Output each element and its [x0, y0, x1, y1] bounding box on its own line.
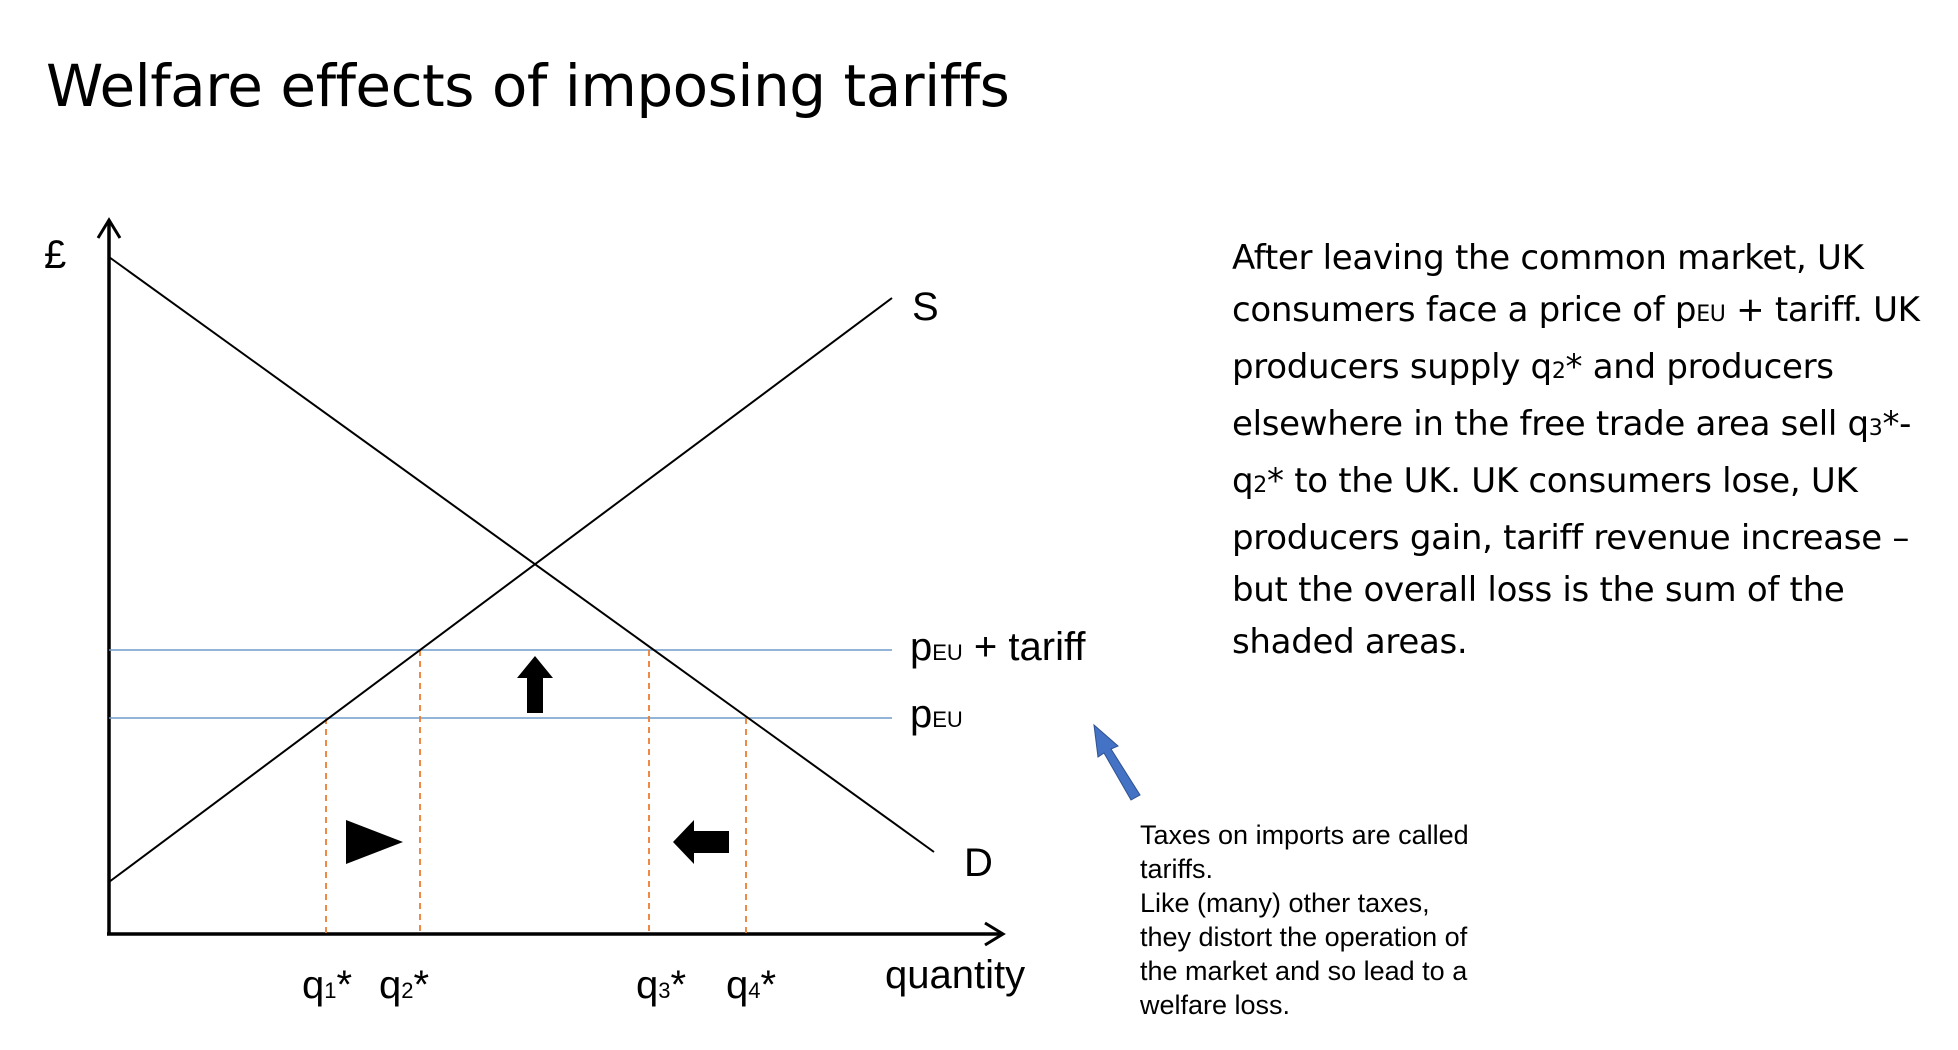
right-arrow-shaft	[346, 832, 368, 852]
explanation-subscript: 2	[1551, 359, 1566, 384]
x-axis-label: quantity	[885, 953, 1025, 997]
note-line: the market and so lead to a	[1140, 956, 1468, 986]
supply-label: S	[912, 285, 939, 329]
note-line: welfare loss.	[1140, 990, 1291, 1020]
explanation-subscript: EU	[1696, 302, 1726, 327]
explanation-segment: producers supply q	[1232, 347, 1552, 387]
demand-label: D	[964, 841, 993, 885]
note-line: tariffs.	[1140, 854, 1214, 884]
note-line: they distort the operation of	[1140, 922, 1468, 952]
explanation-segment: shaded areas.	[1232, 622, 1468, 662]
demand-curve	[108, 256, 935, 853]
note-line: Like (many) other taxes,	[1140, 888, 1430, 918]
quantity-label-q3: q3*	[636, 963, 686, 1007]
left-arrow-icon	[673, 820, 729, 864]
explanation-segment: but the overall loss is the sum of the	[1232, 570, 1845, 610]
quantity-label-q1: q1*	[302, 963, 352, 1007]
explanation-segment: elsewhere in the free trade area sell q	[1232, 404, 1869, 444]
supply-curve	[108, 297, 893, 883]
explanation-text: After leaving the common market, UK consu…	[1232, 232, 1952, 668]
explanation-segment: *-	[1882, 404, 1912, 444]
explanation-segment: consumers face a price of p	[1232, 290, 1697, 330]
explanation-segment: q	[1232, 461, 1254, 501]
note-line: Taxes on imports are called	[1140, 820, 1469, 850]
page-title: Welfare effects of imposing tariffs	[46, 52, 1010, 120]
explanation-segment: + tariff. UK	[1725, 290, 1920, 330]
x-axis-arrowhead	[984, 921, 1006, 947]
y-axis-label: £	[44, 233, 66, 277]
explanation-segment: producers gain, tariff revenue increase …	[1232, 518, 1910, 558]
note-pointer-arrow-icon	[1093, 723, 1141, 801]
explanation-subscript: 3	[1868, 416, 1883, 441]
right-arrow-icon	[346, 820, 403, 864]
quantity-label-q4: q4*	[726, 963, 776, 1007]
explanation-subscript: 2	[1253, 473, 1267, 498]
explanation-segment: * and producers	[1565, 347, 1834, 387]
price-label-eu: pEU	[910, 692, 963, 736]
y-axis-arrowhead	[96, 217, 122, 239]
price-label-tariff: pEU + tariff	[910, 625, 1086, 669]
explanation-segment: * to the UK. UK consumers lose, UK	[1267, 461, 1858, 501]
tariff-note: Taxes on imports are called tariffs. Like …	[1140, 818, 1530, 1022]
up-arrow-icon	[517, 656, 553, 713]
quantity-label-q2: q2*	[379, 963, 429, 1007]
explanation-segment: After leaving the common market, UK	[1232, 238, 1864, 278]
